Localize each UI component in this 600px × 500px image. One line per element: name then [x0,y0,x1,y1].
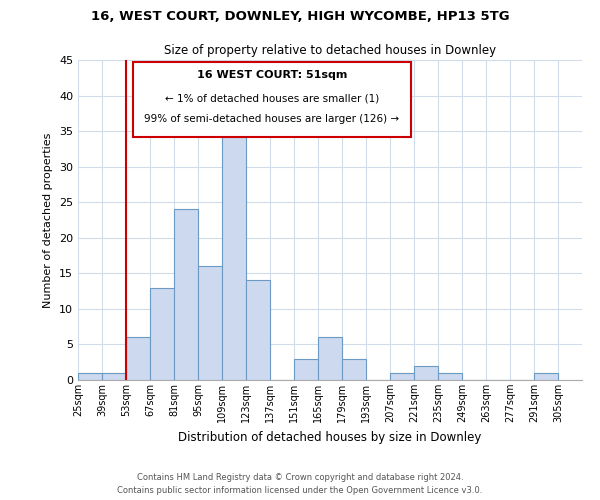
Text: ← 1% of detached houses are smaller (1): ← 1% of detached houses are smaller (1) [165,94,379,104]
Bar [198,266,222,380]
Title: Size of property relative to detached houses in Downley: Size of property relative to detached ho… [164,44,496,58]
Bar [318,338,342,380]
X-axis label: Distribution of detached houses by size in Downley: Distribution of detached houses by size … [178,430,482,444]
FancyBboxPatch shape [133,62,410,137]
Text: 16 WEST COURT: 51sqm: 16 WEST COURT: 51sqm [143,78,294,88]
Bar [78,373,102,380]
Bar [414,366,438,380]
Text: 16 WEST COURT: 51sqm: 16 WEST COURT: 51sqm [197,70,347,80]
Bar [534,373,558,380]
Text: ← 1% of detached houses are smaller (1)
99% of semi-detached houses are larger (: ← 1% of detached houses are smaller (1) … [143,100,398,125]
Text: 99% of semi-detached houses are larger (126) →: 99% of semi-detached houses are larger (… [145,114,400,124]
Bar [246,280,270,380]
Bar [342,358,366,380]
Text: Contains HM Land Registry data © Crown copyright and database right 2024.
Contai: Contains HM Land Registry data © Crown c… [118,474,482,495]
Bar [126,338,150,380]
Bar [102,373,126,380]
Bar [438,373,462,380]
Bar [174,210,198,380]
Bar [222,131,246,380]
Bar [390,373,414,380]
Text: 16, WEST COURT, DOWNLEY, HIGH WYCOMBE, HP13 5TG: 16, WEST COURT, DOWNLEY, HIGH WYCOMBE, H… [91,10,509,23]
Y-axis label: Number of detached properties: Number of detached properties [43,132,53,308]
Bar [294,358,318,380]
Bar [150,288,174,380]
